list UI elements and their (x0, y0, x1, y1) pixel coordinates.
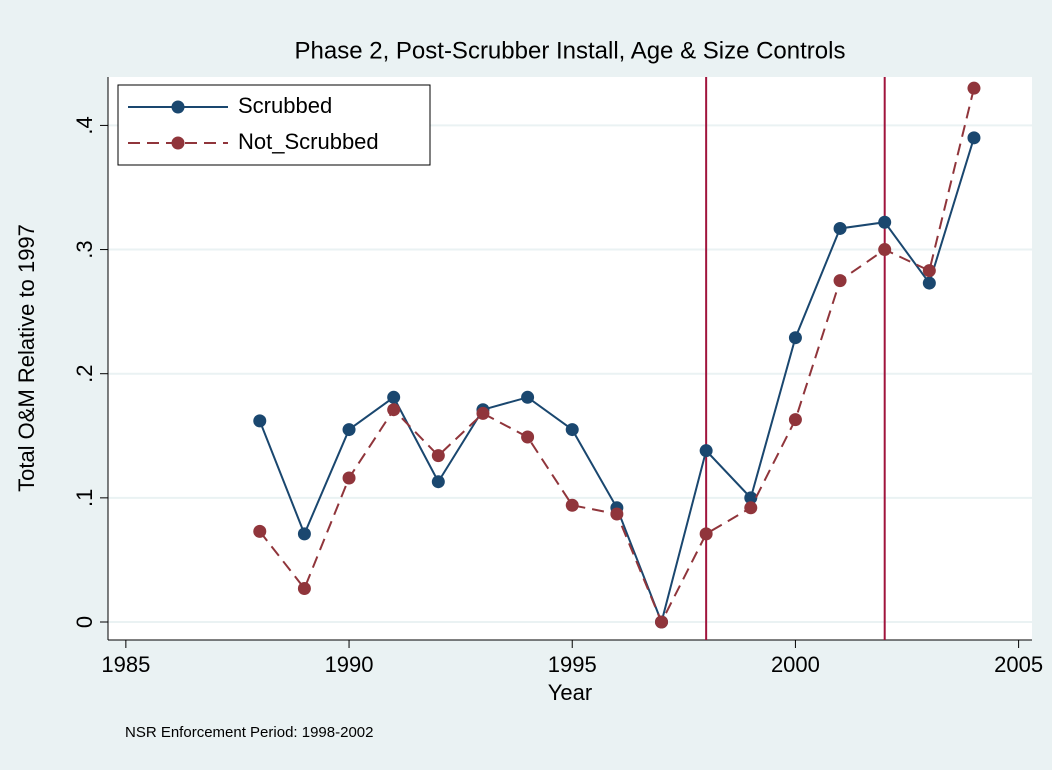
legend-label: Scrubbed (238, 93, 332, 118)
note: NSR Enforcement Period: 1998-2002 (125, 724, 373, 741)
data-point (297, 527, 311, 541)
data-point (565, 423, 579, 437)
y-tick-label: .3 (72, 240, 97, 258)
data-point (833, 274, 847, 288)
legend (117, 84, 431, 166)
y-tick-label: .4 (72, 116, 97, 134)
x-tick-label: 1995 (548, 652, 597, 677)
y-tick-label: .2 (72, 365, 97, 383)
data-point (565, 498, 579, 512)
data-point (610, 507, 624, 521)
data-point (253, 414, 267, 428)
data-point (342, 471, 356, 485)
data-point (833, 221, 847, 235)
data-point (878, 215, 892, 229)
x-axis-label: Year (548, 680, 592, 705)
x-tick-label: 1985 (101, 652, 150, 677)
data-point (699, 444, 713, 458)
data-point (878, 243, 892, 257)
x-tick-label: 2005 (994, 652, 1043, 677)
legend-marker (171, 100, 185, 114)
data-point (342, 423, 356, 437)
data-point (744, 501, 758, 515)
legend-label: Not_Scrubbed (238, 129, 379, 154)
data-point (387, 403, 401, 417)
data-point (967, 81, 981, 95)
y-tick-label: 0 (72, 616, 97, 628)
data-point (655, 615, 669, 629)
data-point (922, 264, 936, 278)
data-point (521, 430, 535, 444)
data-point (788, 413, 802, 427)
data-point (387, 390, 401, 404)
data-point (476, 406, 490, 420)
data-point (521, 390, 535, 404)
data-point (788, 331, 802, 345)
data-point (699, 527, 713, 541)
data-point (744, 491, 758, 505)
data-point (431, 475, 445, 489)
x-tick-label: 1990 (325, 652, 374, 677)
data-point (967, 131, 981, 145)
data-point (922, 276, 936, 290)
data-point (297, 581, 311, 595)
chart-title: Phase 2, Post-Scrubber Install, Age & Si… (295, 37, 846, 64)
data-point (253, 524, 267, 538)
y-axis-label: Total O&M Relative to 1997 (14, 224, 39, 492)
data-point (431, 449, 445, 463)
y-tick-label: .1 (72, 489, 97, 507)
x-tick-label: 2000 (771, 652, 820, 677)
plot-area (108, 77, 1032, 640)
legend-marker (171, 136, 185, 150)
